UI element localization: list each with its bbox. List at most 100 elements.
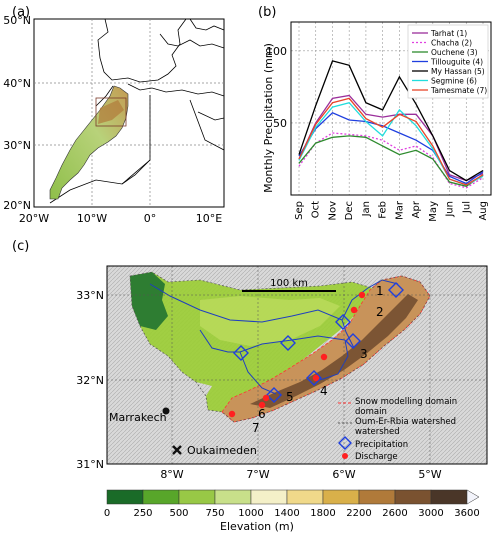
- colorbar-cell: [106, 489, 144, 505]
- station-label-1: 1: [376, 284, 384, 298]
- colorbar-cell: [142, 489, 180, 505]
- panel-b-label: (b): [258, 5, 276, 20]
- colorbar-extend-arrow: [466, 489, 480, 505]
- discharge-station-4: [312, 374, 320, 382]
- series-line: [298, 94, 484, 182]
- y-tick-label: 50: [273, 117, 287, 130]
- chart-series: [298, 60, 484, 189]
- lon-tick-5w: 5°W: [418, 468, 441, 481]
- legend-snow-label: Snow modelling domain: [355, 397, 457, 407]
- series-line: [298, 97, 484, 186]
- lon-tick-8w: 8°W: [160, 468, 183, 481]
- colorbar-cell: [214, 489, 252, 505]
- panel-b: (b) Monthly Precipitation (mm) 50 100 Sep…: [258, 5, 492, 222]
- x-tick-label: Dec: [344, 201, 355, 220]
- zoom-box: [95, 97, 127, 127]
- watershed-midland: [200, 296, 340, 346]
- lon-tick-20w: 20°W: [19, 212, 49, 225]
- y-tick-label: 100: [266, 45, 287, 58]
- map-legend: Snow modelling domain domain Oum-Er-Rbia…: [338, 397, 457, 462]
- marrakech-label: Marrakech: [109, 411, 167, 424]
- colorbar-tick-label: 500: [169, 508, 188, 519]
- marrakech-marker: [162, 407, 170, 415]
- y-axis-label: Monthly Precipitation (mm): [262, 43, 275, 193]
- precip-station-3: [345, 333, 361, 349]
- colorbar-tick-label: 250: [133, 508, 152, 519]
- x-tick-label: Jun: [445, 201, 456, 218]
- x-tick-label: Mar: [394, 200, 405, 220]
- discharge-station-7: [228, 410, 236, 418]
- colorbar-tick-label: 2200: [346, 508, 371, 519]
- colorbar-cell: [286, 489, 324, 505]
- station-label-3: 3: [360, 347, 368, 361]
- chart-legend: Tarhat (1)Chacha (2)Ouchene (3)Tillougui…: [407, 24, 489, 99]
- precip-station-7: [266, 387, 282, 403]
- x-tick-label: Jan: [361, 201, 372, 217]
- colorbar-tick-label: 3600: [454, 508, 479, 519]
- panel-c-label: (c): [12, 239, 29, 254]
- discharge-station-1: [358, 291, 366, 299]
- colorbar-tick-label: 1800: [310, 508, 335, 519]
- legend-entry: Tamesmate (7): [430, 86, 487, 95]
- legend-watershed-label: Oum-Er-Rbia watershed: [355, 417, 456, 427]
- series-line: [298, 112, 484, 185]
- lon-tick-6w: 6°W: [332, 468, 355, 481]
- station-label-2: 2: [376, 305, 384, 319]
- precip-station-5: [233, 345, 249, 361]
- panel-a: (a) 50°N 40°N 30°N 2: [3, 5, 225, 225]
- colorbar-tick-label: 3000: [418, 508, 443, 519]
- series-line: [298, 101, 484, 186]
- x-tick-label: Apr: [411, 200, 422, 218]
- x-tick-label: May: [428, 201, 439, 222]
- discharge-stations: [228, 291, 366, 418]
- dense-vegetation-area: [130, 272, 168, 330]
- panel-a-lon-labels: 20°W 10°W 0° 10°E: [19, 212, 222, 225]
- map-frame: [106, 265, 488, 465]
- legend-watershed-label-cont: watershed: [355, 427, 400, 437]
- lat-tick-20: 20°N: [3, 199, 31, 212]
- colorbar-tick-label: 1000: [238, 508, 263, 519]
- legend-discharge-swatch: [342, 453, 348, 459]
- discharge-station-3: [320, 353, 328, 361]
- series-line: [298, 60, 484, 182]
- x-tick-label: Nov: [327, 201, 338, 221]
- colorbar-cell: [358, 489, 396, 505]
- legend-precip-label: Precipitation: [355, 440, 408, 450]
- lat-tick-50: 50°N: [3, 14, 31, 27]
- station-label-7: 7: [252, 421, 260, 435]
- oukaimeden-label: Oukaimeden: [187, 444, 257, 457]
- precipitation-stations: [233, 282, 404, 403]
- series-line: [298, 135, 484, 188]
- atlas-mountains: [98, 100, 124, 124]
- precip-station-4: [280, 335, 296, 351]
- series-line: [298, 132, 484, 189]
- lon-tick-7w: 7°W: [246, 468, 269, 481]
- legend-entry: Ouchene (3): [431, 48, 478, 57]
- precip-station-6: [306, 370, 322, 386]
- x-tick-label: Jul: [461, 201, 472, 214]
- lat-tick-31: 31°N: [76, 458, 104, 471]
- legend-snow-label-cont: domain: [355, 407, 387, 417]
- lat-tick-40: 40°N: [3, 77, 31, 90]
- lat-tick-32: 32°N: [76, 374, 104, 387]
- panel-a-graticule: [34, 19, 224, 207]
- lat-tick-33: 33°N: [76, 289, 104, 302]
- lon-tick-0: 0°: [144, 212, 157, 225]
- panel-c-lon-labels: 8°W 7°W 6°W 5°W: [160, 468, 441, 481]
- x-tick-label: Sep: [294, 201, 305, 220]
- colorbar-cell: [250, 489, 288, 505]
- panel-a-lat-labels: 50°N 40°N 30°N 20°N: [3, 14, 31, 212]
- x-tick-label: Aug: [478, 201, 489, 221]
- panel-a-coastlines: [49, 18, 225, 204]
- colorbar-tick-label: 750: [205, 508, 224, 519]
- legend-entry: Tarhat (1): [430, 29, 467, 38]
- y-tick-labels: 50 100: [266, 45, 287, 130]
- colorbar-cell: [394, 489, 432, 505]
- legend-discharge-label: Discharge: [355, 452, 398, 462]
- precip-station-2: [335, 314, 351, 330]
- station-label-4: 4: [320, 384, 328, 398]
- station-label-6: 6: [258, 407, 266, 421]
- panel-c: (c) 100 km: [12, 239, 488, 481]
- discharge-station-6: [258, 401, 266, 409]
